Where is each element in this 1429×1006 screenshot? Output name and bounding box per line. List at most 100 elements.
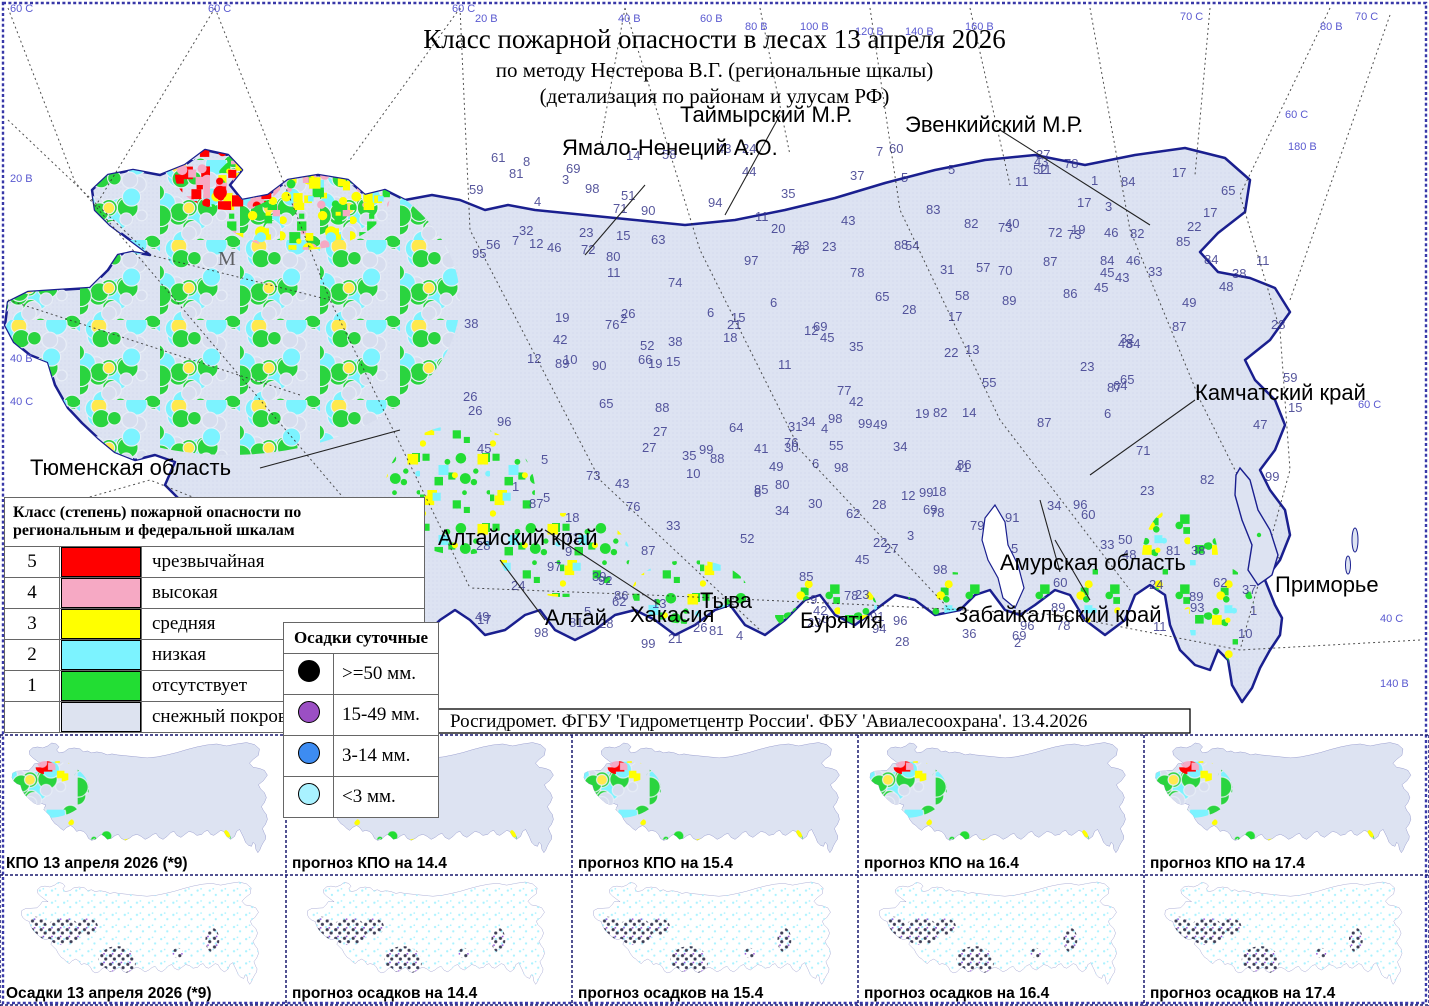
svg-text:прогноз КПО на 16.4: прогноз КПО на 16.4 (864, 855, 1019, 872)
svg-text:15: 15 (666, 354, 680, 369)
svg-text:82: 82 (1130, 226, 1144, 241)
svg-text:99: 99 (1265, 469, 1279, 484)
svg-text:19: 19 (555, 310, 569, 325)
svg-text:91: 91 (1005, 510, 1019, 525)
svg-text:58: 58 (955, 288, 969, 303)
svg-text:Бурятия: Бурятия (800, 608, 883, 633)
svg-text:45: 45 (477, 441, 491, 456)
svg-text:48: 48 (1219, 279, 1233, 294)
svg-text:прогноз КПО на 14.4: прогноз КПО на 14.4 (292, 855, 447, 872)
svg-text:Осадки 13 апреля 2026 (*9): Осадки 13 апреля 2026 (*9) (6, 985, 212, 1002)
svg-text:64: 64 (729, 420, 743, 435)
svg-text:10: 10 (1238, 626, 1252, 641)
svg-text:Камчатский край: Камчатский край (1195, 380, 1366, 405)
svg-text:12: 12 (901, 488, 915, 503)
svg-text:49: 49 (769, 459, 783, 474)
svg-text:11: 11 (607, 265, 621, 280)
svg-text:Забайкальский край: Забайкальский край (955, 602, 1162, 627)
svg-text:17: 17 (1203, 205, 1217, 220)
svg-text:85: 85 (754, 482, 768, 497)
svg-text:49: 49 (1182, 295, 1196, 310)
svg-text:35: 35 (781, 186, 795, 201)
svg-text:5: 5 (901, 170, 908, 185)
svg-text:Приморье: Приморье (1275, 572, 1379, 597)
svg-text:84: 84 (1121, 174, 1135, 189)
svg-text:95: 95 (472, 246, 486, 261)
svg-text:23: 23 (579, 225, 593, 240)
svg-text:86: 86 (957, 457, 971, 472)
svg-text:M: M (218, 248, 236, 270)
svg-text:17: 17 (1172, 165, 1186, 180)
svg-text:82: 82 (964, 216, 978, 231)
svg-text:40 B: 40 B (10, 353, 33, 365)
svg-text:83: 83 (926, 202, 940, 217)
svg-text:35: 35 (682, 448, 696, 463)
svg-text:96: 96 (893, 613, 907, 628)
svg-text:70: 70 (998, 263, 1012, 278)
svg-text:87: 87 (641, 543, 655, 558)
svg-text:89: 89 (1002, 293, 1016, 308)
svg-text:20 B: 20 B (10, 173, 33, 185)
svg-text:71: 71 (1136, 443, 1150, 458)
svg-text:43: 43 (1115, 270, 1129, 285)
svg-text:87: 87 (529, 496, 543, 511)
svg-text:5: 5 (541, 452, 548, 467)
svg-text:11: 11 (778, 357, 792, 372)
svg-text:1: 1 (1091, 173, 1098, 188)
svg-text:2: 2 (1014, 635, 1021, 650)
svg-text:98: 98 (834, 460, 848, 475)
svg-text:11: 11 (755, 209, 769, 224)
svg-text:47: 47 (1253, 417, 1267, 432)
svg-text:56: 56 (486, 237, 500, 252)
svg-text:76: 76 (626, 499, 640, 514)
svg-text:38: 38 (1191, 543, 1205, 558)
svg-text:46: 46 (547, 240, 561, 255)
svg-text:86: 86 (1063, 286, 1077, 301)
svg-text:88: 88 (655, 400, 669, 415)
svg-text:50: 50 (1118, 532, 1132, 547)
svg-text:34: 34 (1047, 498, 1061, 513)
svg-text:41: 41 (754, 441, 768, 456)
svg-text:43: 43 (841, 213, 855, 228)
svg-text:76: 76 (791, 242, 805, 257)
svg-text:49: 49 (475, 609, 489, 624)
svg-text:69: 69 (923, 502, 937, 517)
svg-text:Алтай: Алтай (545, 605, 607, 630)
svg-text:36: 36 (962, 626, 976, 641)
svg-text:60: 60 (889, 141, 903, 156)
svg-text:38: 38 (1232, 266, 1246, 281)
svg-text:22: 22 (873, 535, 887, 550)
svg-text:40 C: 40 C (10, 396, 33, 408)
svg-text:99: 99 (641, 636, 655, 651)
svg-text:17: 17 (1077, 195, 1091, 210)
svg-text:89: 89 (1189, 589, 1203, 604)
svg-text:87: 87 (1037, 415, 1051, 430)
svg-text:10: 10 (686, 466, 700, 481)
svg-text:60 C: 60 C (1285, 109, 1308, 121)
svg-text:45: 45 (1094, 280, 1108, 295)
svg-text:35: 35 (849, 339, 863, 354)
svg-text:Эвенкийский М.Р.: Эвенкийский М.Р. (905, 112, 1083, 137)
svg-text:3: 3 (1105, 199, 1112, 214)
svg-text:прогноз КПО на 15.4: прогноз КПО на 15.4 (578, 855, 733, 872)
svg-text:39: 39 (592, 569, 606, 584)
svg-text:82: 82 (1200, 472, 1214, 487)
svg-text:180 B: 180 B (1288, 141, 1317, 153)
svg-text:27: 27 (642, 440, 656, 455)
svg-text:33: 33 (666, 518, 680, 533)
svg-text:87: 87 (1043, 254, 1057, 269)
svg-text:60 C: 60 C (10, 3, 33, 15)
svg-text:26: 26 (463, 389, 477, 404)
svg-text:42: 42 (849, 394, 863, 409)
svg-text:22: 22 (944, 345, 958, 360)
svg-text:80: 80 (775, 477, 789, 492)
svg-text:Тыва: Тыва (700, 588, 753, 613)
svg-text:86: 86 (614, 588, 628, 603)
svg-text:73: 73 (586, 468, 600, 483)
svg-text:45: 45 (820, 330, 834, 345)
svg-text:30: 30 (784, 440, 798, 455)
svg-text:26: 26 (468, 403, 482, 418)
svg-text:61: 61 (491, 150, 505, 165)
svg-text:62: 62 (846, 506, 860, 521)
svg-text:33: 33 (1148, 264, 1162, 279)
